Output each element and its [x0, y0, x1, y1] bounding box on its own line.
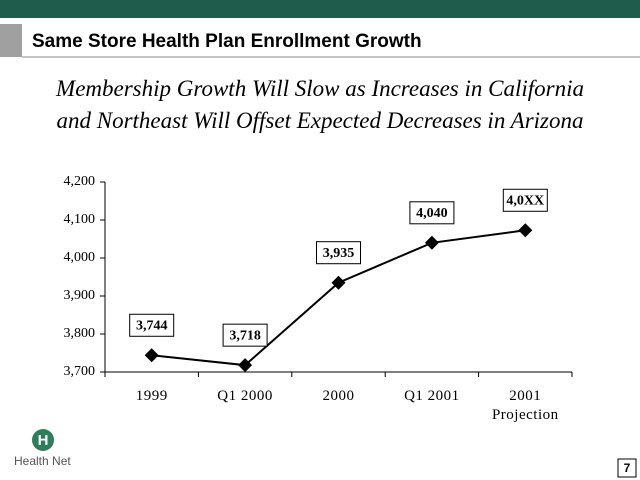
- logo-mark: H: [38, 432, 49, 449]
- x-tick-label: Q1 2000: [217, 388, 273, 404]
- data-label-box: [316, 241, 361, 265]
- slide-header: Same Store Health Plan Enrollment Growth: [32, 31, 422, 52]
- x-tick-label: 1999: [135, 388, 168, 404]
- marker: [424, 235, 439, 250]
- y-tick-label: 3,900: [64, 288, 96, 303]
- page-number-box: [617, 458, 637, 478]
- data-label: 4,040: [416, 206, 448, 221]
- chart-title: Membership Growth Will Slow as Increases…: [56, 76, 584, 101]
- marker: [331, 275, 346, 290]
- header-block: [0, 24, 22, 57]
- marker: [518, 223, 533, 238]
- data-label-box: [129, 313, 175, 337]
- data-label: 3,718: [229, 328, 261, 343]
- data-label: 3,744: [136, 318, 168, 333]
- chart-title: and Northeast Will Offset Expected Decre…: [56, 108, 584, 133]
- data-label: 3,935: [323, 246, 355, 261]
- logo-text: Health Net: [14, 454, 71, 468]
- x-tick-label: Q1 2001: [404, 388, 460, 404]
- data-label-box: [222, 323, 268, 347]
- marker: [238, 358, 253, 373]
- y-tick-label: 4,200: [64, 174, 96, 189]
- y-tick-label: 3,800: [64, 326, 96, 341]
- data-label: 4,0XX: [506, 193, 544, 208]
- marker: [144, 348, 159, 363]
- x-tick-label: 2000: [322, 388, 355, 404]
- y-tick-label: 3,700: [64, 364, 96, 379]
- y-tick-label: 4,000: [64, 250, 96, 265]
- page-number: 7: [624, 461, 631, 475]
- data-label-box: [409, 201, 455, 225]
- top-bar: [0, 0, 640, 18]
- logo-icon: [32, 429, 54, 451]
- x-tick-label: 2001 Projection: [491, 388, 559, 423]
- data-label-box: [502, 188, 548, 212]
- y-tick-label: 4,100: [64, 212, 96, 227]
